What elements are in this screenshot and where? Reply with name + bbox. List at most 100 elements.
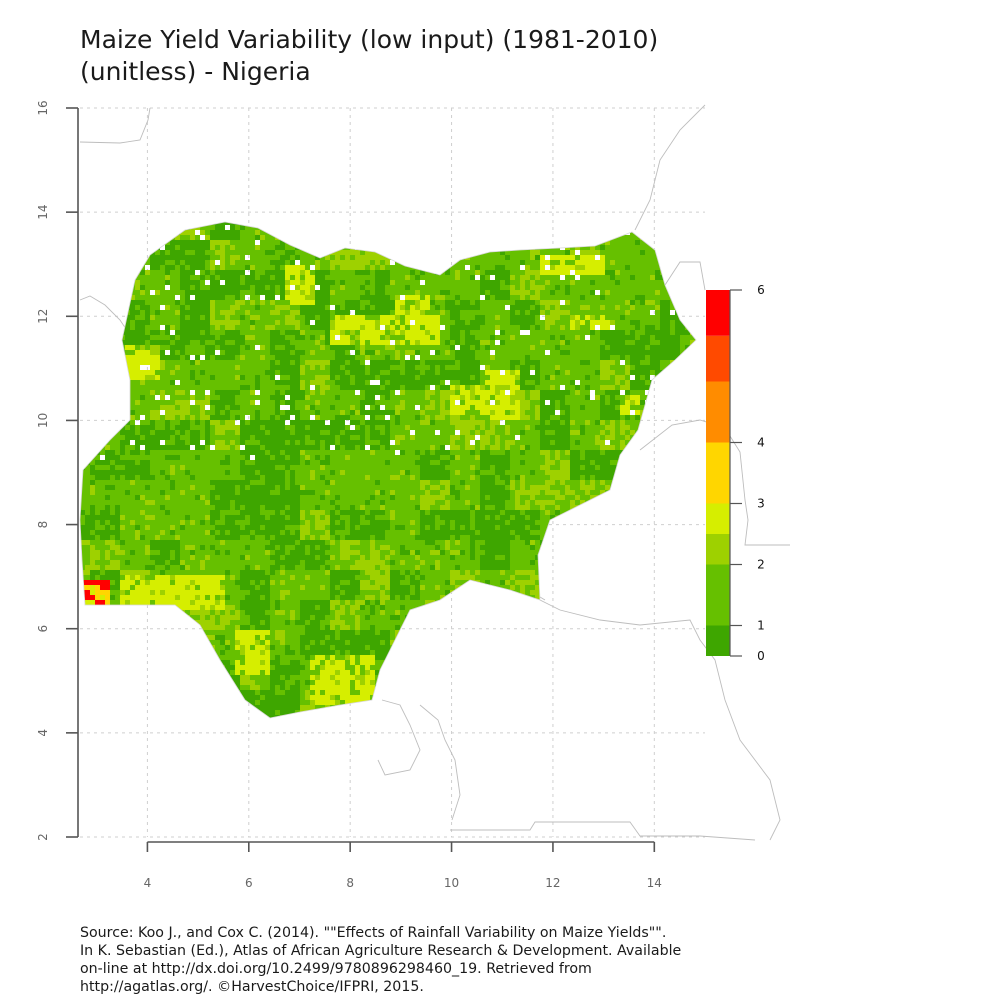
raster-cell <box>450 295 455 300</box>
raster-cell <box>555 240 560 245</box>
raster-cell <box>555 325 560 330</box>
raster-cell <box>560 415 565 420</box>
raster-cell <box>370 365 375 370</box>
raster-cell <box>110 345 115 350</box>
raster-cell <box>500 320 505 325</box>
raster-cell <box>200 345 205 350</box>
raster-cell <box>275 425 280 430</box>
raster-cell <box>270 355 275 360</box>
raster-cell <box>530 405 535 410</box>
raster-cell <box>165 360 170 365</box>
raster-cell <box>525 380 530 385</box>
raster-cell <box>275 260 280 265</box>
raster-cell <box>225 350 230 355</box>
raster-cell <box>535 335 540 340</box>
raster-cell <box>395 415 400 420</box>
raster-cell <box>125 280 130 285</box>
raster-cell <box>85 222 90 225</box>
raster-cell <box>520 355 525 360</box>
raster-cell <box>350 265 355 270</box>
raster-cell <box>390 355 395 360</box>
raster-cell <box>405 380 410 385</box>
raster-cell <box>200 230 205 235</box>
raster-cell <box>420 330 425 335</box>
raster-cell <box>245 275 250 280</box>
raster-cell <box>385 340 390 345</box>
raster-cell <box>485 415 490 420</box>
raster-cell <box>215 225 220 230</box>
raster-cell <box>200 405 205 410</box>
raster-cell <box>695 275 696 280</box>
raster-cell <box>155 285 160 290</box>
raster-cell <box>190 335 195 340</box>
raster-cell <box>260 390 265 395</box>
raster-cell <box>315 410 320 415</box>
raster-cell <box>375 320 380 325</box>
raster-cell <box>210 350 215 355</box>
raster-cell <box>580 222 585 225</box>
raster-cell <box>305 325 310 330</box>
raster-cell <box>115 260 120 265</box>
raster-cell <box>655 315 660 320</box>
raster-cell <box>540 285 545 290</box>
raster-cell <box>315 290 320 295</box>
raster-cell <box>635 305 640 310</box>
raster-cell <box>325 405 330 410</box>
raster-cell <box>290 300 295 305</box>
raster-cell <box>235 370 240 375</box>
raster-cell <box>585 225 590 230</box>
raster-cell <box>535 225 540 230</box>
raster-cell <box>345 285 350 290</box>
raster-cell <box>470 245 475 250</box>
raster-cell <box>665 360 670 365</box>
raster-cell <box>610 270 615 275</box>
raster-cell <box>465 260 470 265</box>
raster-cell <box>575 235 580 240</box>
raster-cell <box>645 380 650 385</box>
raster-cell <box>510 235 515 240</box>
raster-cell <box>535 355 540 360</box>
raster-cell <box>515 365 520 370</box>
raster-cell <box>195 330 200 335</box>
raster-cell <box>550 370 555 375</box>
raster-cell <box>390 375 395 380</box>
raster-cell <box>675 360 680 365</box>
raster-cell <box>645 340 650 345</box>
raster-cell <box>540 410 545 415</box>
raster-cell <box>105 425 110 430</box>
raster-cell <box>280 315 285 320</box>
raster-cell <box>565 380 570 385</box>
raster-cell <box>230 380 235 385</box>
raster-cell <box>355 265 360 270</box>
raster-cell <box>490 225 495 230</box>
raster-cell <box>220 222 225 225</box>
raster-cell <box>260 305 265 310</box>
raster-cell <box>650 270 655 275</box>
raster-cell <box>410 340 415 345</box>
raster-cell <box>485 405 490 410</box>
raster-cell <box>190 315 195 320</box>
raster-cell <box>575 280 580 285</box>
raster-cell <box>535 380 540 385</box>
raster-cell <box>505 230 510 235</box>
raster-cell <box>130 230 135 235</box>
raster-cell <box>515 265 520 270</box>
raster-cell <box>610 230 615 235</box>
raster-cell <box>500 390 505 395</box>
raster-cell <box>105 225 110 230</box>
raster-cell <box>600 400 605 405</box>
raster-cell <box>135 260 140 265</box>
raster-cell <box>190 250 195 255</box>
raster-cell <box>635 360 640 365</box>
raster-cell <box>515 345 520 350</box>
raster-cell <box>350 330 355 335</box>
raster-cell <box>545 390 550 395</box>
raster-cell <box>230 240 235 245</box>
raster-cell <box>345 375 350 380</box>
raster-cell <box>340 240 345 245</box>
raster-cell <box>145 325 150 330</box>
raster-cell <box>135 355 140 360</box>
raster-cell <box>695 295 696 300</box>
raster-cell <box>625 270 630 275</box>
raster-cell <box>330 335 335 340</box>
